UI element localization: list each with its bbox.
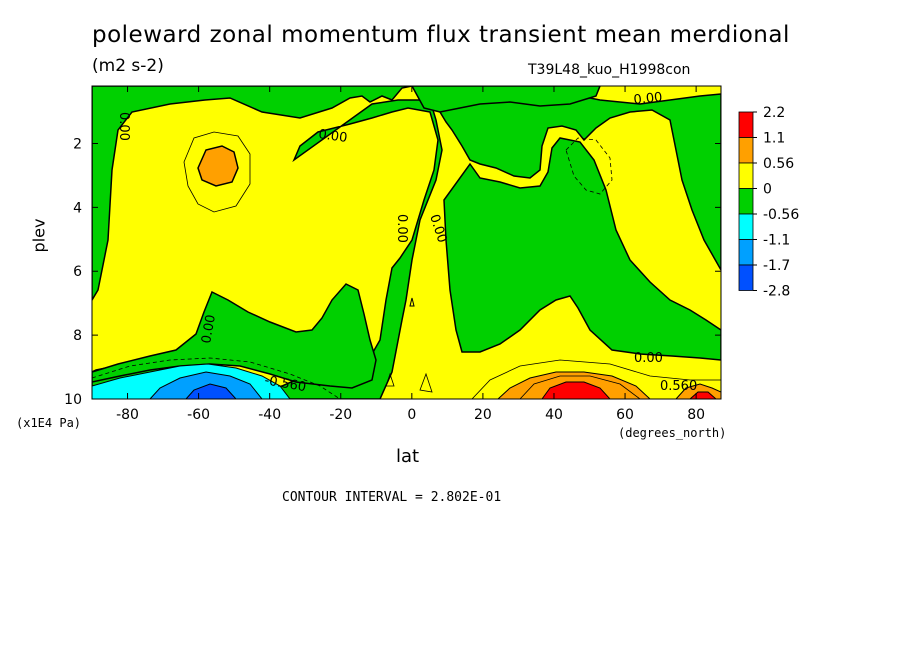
fill-red-nh — [541, 381, 611, 399]
contour-label: 0.00 — [394, 214, 409, 243]
x-tick-label: 20 — [474, 407, 492, 423]
contour-interval: CONTOUR INTERVAL = 2.802E-01 — [282, 490, 502, 505]
colorbar-swatch — [738, 264, 754, 291]
colorbar-label: -1.1 — [763, 233, 790, 249]
filled-contours — [92, 86, 721, 399]
contour-label: 0.00 — [633, 90, 663, 108]
colorbar-label: 2.2 — [763, 105, 785, 121]
contour-label: -0.560 — [263, 373, 307, 395]
x-tick-label: 40 — [545, 407, 563, 423]
colorbar-label: -0.56 — [763, 207, 799, 223]
colorbar-swatch — [738, 162, 754, 189]
chart-title: poleward zonal momentum flux transient m… — [92, 22, 790, 48]
plot-frame — [91, 85, 722, 400]
y-tick-label: 8 — [73, 328, 82, 344]
x-tick-label: -80 — [116, 407, 139, 423]
x-tick-label: -20 — [329, 407, 352, 423]
x-unit-label: (degrees_north) — [618, 426, 727, 440]
fill-green-nh — [439, 87, 721, 361]
fill-orange-sh-upper — [197, 145, 239, 187]
y-tick-label: 2 — [73, 136, 82, 152]
contour-label: 0.00 — [634, 351, 663, 366]
x-tick-label: 0 — [407, 407, 416, 423]
contour-label: 0.560 — [660, 379, 697, 394]
contour-line-nh-upper-dashed — [565, 137, 613, 195]
colorbar-label: 0 — [763, 182, 772, 198]
x-tick-label: -60 — [187, 407, 210, 423]
colorbar-label: 1.1 — [763, 131, 785, 147]
colorbar-swatch — [738, 111, 754, 138]
contour-line-sh-upper — [183, 131, 251, 213]
colorbar-label: -2.8 — [763, 284, 790, 300]
fill-green-top-left — [92, 86, 413, 302]
contour-line-nh-lower-2 — [519, 375, 641, 399]
colorbar-swatch — [738, 188, 754, 215]
colorbar: 2.2 1.1 0.56 0 -0.56 -1.1 -1.7 -2.8 — [738, 105, 799, 300]
colorbar-swatch — [738, 213, 754, 240]
y-tick-label: 6 — [73, 264, 82, 280]
colorbar-swatch — [738, 239, 754, 266]
contour-line-small-2 — [409, 297, 415, 307]
chart-units: (m2 s-2) — [92, 56, 164, 76]
colorbar-label: -1.7 — [763, 258, 790, 274]
x-axis-label: lat — [396, 446, 420, 467]
y-unit-label: (x1E4 Pa) — [16, 416, 82, 430]
contour-line-small-1 — [385, 372, 433, 393]
contour-label: 0.00 — [116, 112, 131, 141]
x-tick-label: -40 — [258, 407, 281, 423]
x-tick-label: 60 — [616, 407, 634, 423]
run-label: T39L48_kuo_H1998con — [528, 62, 691, 78]
contour-label: 0.00 — [317, 127, 348, 146]
contour-line-nh-lower — [471, 359, 721, 399]
colorbar-swatch — [738, 137, 754, 164]
contour-line-sh-lower-dashed — [92, 357, 341, 399]
y-tick-label: 10 — [64, 392, 82, 408]
fill-green-top-strip — [411, 86, 601, 113]
x-tick-label: 80 — [687, 407, 705, 423]
y-tick-label: 4 — [73, 200, 82, 216]
contour-label: 0.00 — [199, 314, 219, 345]
axes: -80 -60 -40 -20 0 20 40 60 80 2 4 6 8 10 — [64, 86, 721, 423]
colorbar-label: 0.56 — [763, 156, 794, 172]
